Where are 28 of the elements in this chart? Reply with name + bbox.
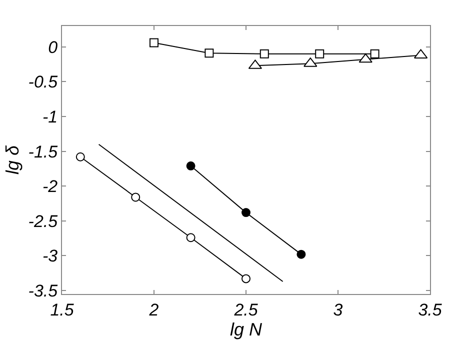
- y-tick-label: -0.5: [28, 72, 58, 92]
- x-tick-label: 2: [148, 300, 160, 320]
- point: [315, 49, 324, 58]
- y-tick-label: -3: [42, 246, 58, 266]
- y-tick-label: -1: [42, 107, 58, 126]
- point: [131, 192, 140, 202]
- y-tick-label: -2.5: [28, 212, 58, 231]
- point: [370, 49, 380, 58]
- x-tick-label: 3: [333, 300, 344, 320]
- point: [242, 274, 250, 284]
- point: [76, 152, 85, 162]
- y-tick-label: -2: [42, 177, 58, 196]
- point: [358, 53, 372, 63]
- point: [186, 161, 196, 170]
- point: [204, 48, 214, 58]
- point: [296, 250, 306, 259]
- y-tick-label: -3.5: [28, 281, 58, 300]
- x-tick-label: 1.5: [50, 300, 74, 320]
- point: [242, 208, 250, 218]
- x-tick-label: 3.5: [418, 300, 442, 320]
- y-axis-title: lg δ: [2, 144, 23, 175]
- y-tick-label: 0: [48, 38, 58, 57]
- point: [186, 233, 196, 242]
- point: [150, 38, 158, 48]
- x-tick-label: 2.5: [233, 300, 258, 320]
- x-axis-title: lg N: [230, 320, 264, 340]
- y-tick-label: -1.5: [28, 142, 58, 162]
- point: [260, 49, 269, 58]
